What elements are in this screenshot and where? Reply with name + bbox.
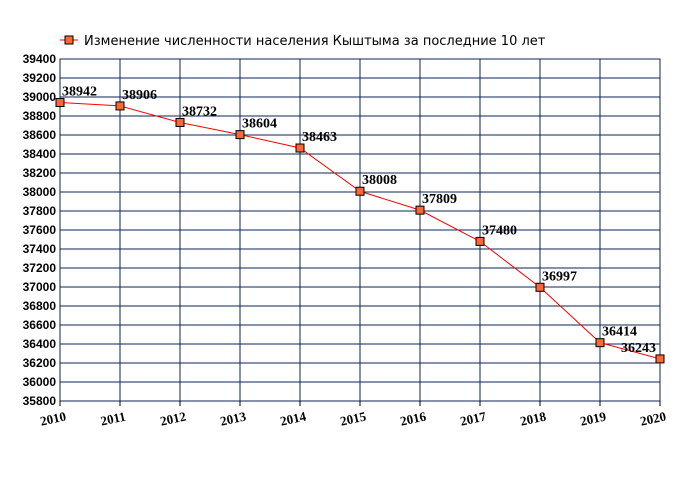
x-tick-label: 2019 [579,408,608,428]
x-tick-label: 2012 [159,409,188,429]
data-label: 38463 [302,130,337,145]
y-tick-label: 38800 [23,109,57,123]
x-tick-label: 2010 [39,409,68,429]
data-label: 37480 [482,223,517,238]
data-label: 36243 [621,341,656,356]
data-point [175,117,185,127]
data-label: 36414 [602,325,637,340]
data-point [55,98,65,108]
x-tick-label: 2018 [519,408,548,428]
data-point [655,354,665,364]
y-tick-label: 36400 [23,337,57,351]
data-point [475,236,485,246]
x-tick-label: 2014 [279,408,308,428]
y-tick-label: 36000 [23,375,57,389]
y-tick-label: 38000 [23,185,57,199]
x-tick-label: 2011 [99,409,127,429]
x-tick-label: 2016 [399,408,428,428]
y-tick-label: 39000 [23,90,57,104]
data-point [355,186,365,196]
legend: Изменение численности населения Кыштыма … [60,34,546,49]
data-point [235,130,245,140]
data-label: 38906 [122,88,157,103]
data-point [115,101,125,111]
series [55,98,665,364]
x-tick-label: 2015 [339,408,368,428]
data-point [295,143,305,153]
data-label: 38604 [242,117,277,132]
y-tick-label: 36600 [23,318,57,332]
y-tick-label: 38600 [23,128,57,142]
data-point [535,282,545,292]
data-label: 36997 [542,269,577,284]
data-labels: 38942 38906 38732 38604 38463 38008 37809 37480… [62,85,656,356]
axes: 35800 36000 36200 36400 36600 36800 37000 37200… [23,52,668,429]
x-tick-label: 2017 [459,408,488,428]
data-label: 38008 [362,173,397,188]
data-point [415,205,425,215]
grid [59,58,661,402]
y-tick-label: 37200 [23,261,57,275]
x-tick-label: 2013 [219,408,248,428]
y-tick-label: 39200 [23,71,57,85]
y-tick-label: 35800 [23,394,57,408]
data-label: 38732 [182,104,217,119]
legend-marker-swatch [64,35,74,45]
data-label: 37809 [422,192,457,207]
y-tick-label: 38200 [23,166,57,180]
legend-label: Изменение численности населения Кыштыма … [84,34,546,49]
y-tick-label: 37800 [23,204,57,218]
y-tick-label: 39400 [23,52,57,66]
data-point [595,338,605,348]
y-tick-label: 38400 [23,147,57,161]
data-label: 38942 [62,85,97,100]
y-tick-label: 36800 [23,299,57,313]
y-tick-label: 37000 [23,280,57,294]
y-tick-label: 37600 [23,223,57,237]
x-tick-label: 2020 [639,409,668,429]
y-tick-label: 36200 [23,356,57,370]
y-tick-label: 37400 [23,242,57,256]
